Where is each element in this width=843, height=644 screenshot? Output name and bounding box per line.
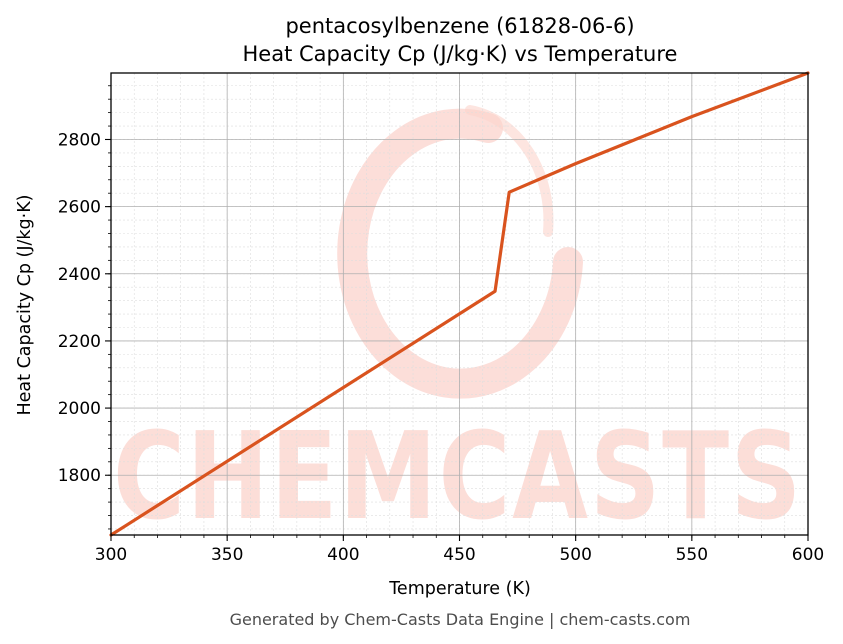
footer-credit: Generated by Chem-Casts Data Engine | ch… <box>230 610 691 629</box>
series-layer <box>109 71 810 537</box>
x-tick-label: 450 <box>443 545 475 565</box>
y-tick-label: 2600 <box>58 198 101 218</box>
x-axis-ticks: 300 350 400 450 500 550 600 <box>95 535 824 565</box>
chart-title-line2: Heat Capacity Cp (J/kg·K) vs Temperature <box>243 42 678 66</box>
y-tick-label: 2400 <box>58 265 101 285</box>
chart-title-line1: pentacosylbenzene (61828-06-6) <box>285 14 634 38</box>
y-tick-label: 1800 <box>58 466 101 486</box>
watermark-logo-icon <box>337 105 583 399</box>
x-tick-label: 350 <box>211 545 243 565</box>
series-line <box>109 71 810 537</box>
x-axis-label: Temperature (K) <box>388 579 531 599</box>
watermark-text: CHEMCASTS <box>113 408 803 547</box>
y-tick-label: 2800 <box>58 130 101 150</box>
y-tick-label: 2200 <box>58 332 101 352</box>
y-axis-ticks: 1800 2000 2200 2400 2600 2800 <box>58 85 111 530</box>
x-tick-label: 400 <box>327 545 359 565</box>
x-tick-label: 300 <box>95 545 127 565</box>
y-axis-label: Heat Capacity Cp (J/kg·K) <box>15 195 35 416</box>
watermark: CHEMCASTS <box>113 105 803 547</box>
major-grid <box>110 73 809 535</box>
x-tick-label: 550 <box>676 545 708 565</box>
x-tick-label: 600 <box>792 545 824 565</box>
y-tick-label: 2000 <box>58 399 101 419</box>
x-tick-label: 500 <box>559 545 591 565</box>
